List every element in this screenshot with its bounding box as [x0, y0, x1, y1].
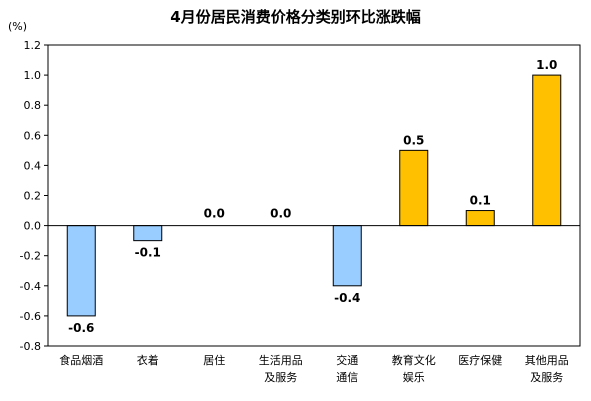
bar — [465, 210, 495, 227]
bar — [532, 74, 562, 227]
bar-data-label: -0.1 — [135, 246, 161, 260]
y-tick-label: -0.4 — [20, 280, 41, 293]
bar-data-label: 0.0 — [204, 207, 225, 221]
bar — [332, 225, 362, 287]
y-tick-label: 1.0 — [24, 69, 42, 82]
y-tick-label: 1.2 — [24, 39, 42, 52]
y-tick-label: 0.6 — [24, 129, 42, 142]
bar-data-label: -0.4 — [334, 291, 360, 305]
y-tick-label: 0.8 — [24, 99, 42, 112]
x-category-label: 及服务 — [530, 371, 563, 384]
y-tick-label: 0.2 — [24, 190, 42, 203]
y-axis-unit-label: (%) — [8, 20, 27, 33]
x-category-label: 及服务 — [264, 371, 297, 384]
bar-data-label: 1.0 — [536, 58, 557, 72]
bar — [133, 225, 163, 242]
bar-data-label: 0.0 — [270, 207, 291, 221]
x-category-label: 交通 — [336, 353, 358, 367]
plot-area-border — [47, 44, 581, 347]
bar-data-label: 0.1 — [470, 194, 491, 208]
x-category-label: 通信 — [336, 371, 358, 384]
data-labels: -0.6 -0.1 0.0 0.0 -0.4 0.5 0.1 1.0 — [68, 58, 557, 335]
x-category-label: 生活用品 — [259, 353, 303, 367]
y-axis: (%) -0.8 -0.6 -0.4 -0.2 0.0 0.2 0.4 0.6 0.8 1.0 1.2 — [8, 20, 48, 353]
plot-frame — [47, 44, 581, 347]
x-category-label: 娱乐 — [403, 370, 425, 384]
x-category-label: 其他用品 — [525, 354, 569, 367]
x-category-label: 衣着 — [137, 353, 159, 367]
y-tick-label: 0.0 — [24, 220, 42, 233]
x-category-label: 居住 — [203, 353, 225, 367]
y-tick-label: -0.2 — [20, 250, 41, 263]
chart-title: 4月份居民消费价格分类别环比涨跌幅 — [170, 8, 421, 26]
bar — [66, 225, 96, 317]
bar — [399, 149, 429, 227]
bar-data-label: -0.6 — [68, 321, 94, 335]
x-category-label: 教育文化 — [392, 353, 436, 367]
y-tick-label: 0.4 — [24, 159, 42, 172]
bar-data-label: 0.5 — [403, 133, 424, 147]
x-category-label: 食品烟酒 — [59, 353, 103, 367]
bar-series — [66, 74, 562, 317]
y-tick-label: -0.8 — [20, 340, 41, 353]
x-category-label: 医疗保健 — [458, 353, 502, 367]
y-tick-label: -0.6 — [20, 310, 41, 323]
